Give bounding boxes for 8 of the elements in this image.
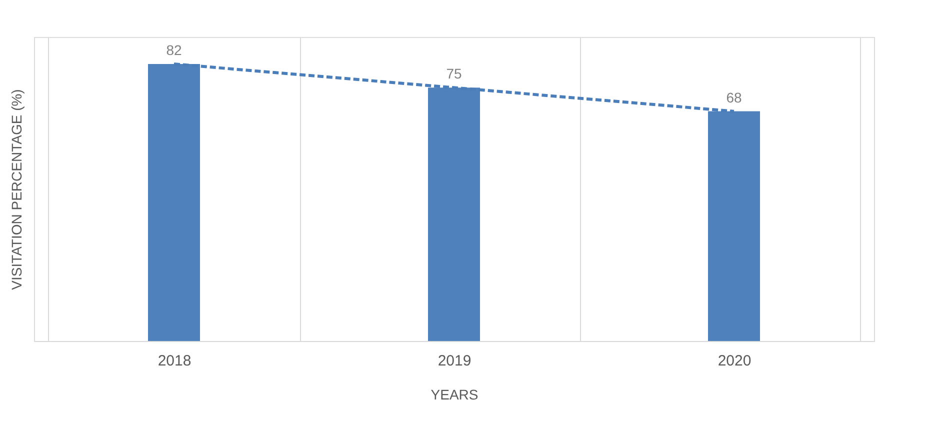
x-tick-label: 2019 <box>438 352 472 370</box>
x-tick-label: 2018 <box>158 352 192 370</box>
y-axis-title: VISITATION PERCENTAGE (%) <box>8 89 24 290</box>
data-label: 75 <box>446 66 462 82</box>
x-axis-title: YEARS <box>430 386 478 402</box>
x-tick-label: 2020 <box>718 352 752 370</box>
data-label: 68 <box>726 89 742 106</box>
data-label: 82 <box>166 42 182 58</box>
